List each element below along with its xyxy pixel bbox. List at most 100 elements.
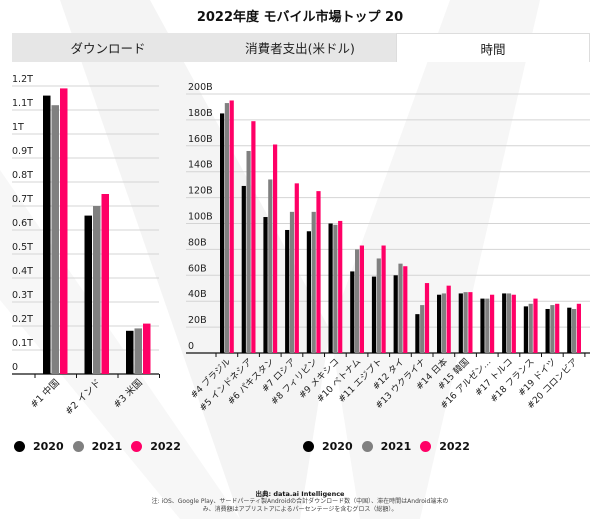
bar-2022: [316, 191, 321, 353]
bar-2021: [51, 105, 59, 374]
bar-2022: [555, 303, 560, 353]
bar-2020: [393, 275, 398, 353]
bar-2021: [572, 308, 577, 353]
y-tick-label: 160B: [188, 134, 213, 145]
bar-2020: [415, 314, 420, 353]
bar-2021: [289, 211, 295, 353]
legend-dot-icon: [303, 441, 314, 452]
y-tick-label: 0.9T: [12, 146, 33, 157]
bar-2022: [60, 88, 68, 375]
legend-item-2021: 2021: [72, 440, 122, 453]
bar-2021: [398, 263, 403, 353]
y-tick-label: 0.4T: [12, 266, 33, 277]
bar-2021: [134, 328, 142, 374]
legend-item-2021: 2021: [361, 440, 411, 453]
bar-2021: [506, 293, 512, 353]
bar-2022: [251, 121, 256, 353]
tab-time[interactable]: 時間: [396, 33, 590, 62]
y-tick-label: 200B: [188, 82, 213, 93]
bar-2021: [224, 103, 229, 353]
bar-2021: [311, 211, 316, 353]
bar-2021: [333, 224, 338, 353]
note-line-1: 注: iOS、Google Play、サードパーティ製Androidの合計ダウン…: [151, 498, 449, 505]
y-tick-label: 140B: [188, 160, 213, 171]
bar-2021: [485, 298, 490, 353]
legend-item-2022: 2022: [420, 440, 470, 453]
bar-2022: [273, 144, 278, 353]
bar-2022: [403, 266, 408, 353]
y-tick-label: 120B: [188, 186, 213, 197]
note-line-2: み、消費額はアプリストアによるパーセンテージを含むグロス（総額）。: [202, 506, 398, 513]
bar-2021: [420, 305, 425, 353]
legend-left: 2020 2021 2022: [14, 440, 190, 453]
bar-2020: [545, 308, 550, 353]
bar-2022: [143, 323, 151, 374]
bar-2022: [359, 245, 364, 353]
bar-2022: [533, 298, 538, 353]
bar-2020: [306, 231, 311, 353]
y-tick-label: 1.2T: [12, 74, 33, 85]
bar-2020: [263, 217, 268, 353]
bar-2020: [126, 330, 134, 374]
y-tick-label: 0: [188, 341, 194, 352]
y-tick-label: 60B: [188, 263, 207, 274]
legend-dot-icon: [131, 441, 143, 452]
bar-2022: [229, 100, 234, 353]
tab-downloads[interactable]: ダウンロード: [12, 33, 204, 62]
y-tick-label: 80B: [188, 237, 207, 248]
legend-item-2020: 2020: [14, 440, 64, 453]
y-tick-label: 100B: [188, 212, 213, 223]
bar-2022: [490, 294, 495, 353]
y-tick-label: 0.2T: [12, 314, 33, 325]
bar-2020: [480, 298, 485, 353]
y-tick-label: 0.5T: [12, 242, 33, 253]
bar-2020: [458, 293, 463, 353]
y-tick-label: 0.6T: [12, 218, 33, 229]
y-tick-label: 0: [12, 362, 18, 373]
bar-2020: [241, 185, 246, 353]
bar-2021: [550, 305, 555, 353]
legend-dot-icon: [361, 441, 373, 452]
source-text: 出典: data.ai Intelligence: [255, 490, 345, 498]
y-tick-label: 0.7T: [12, 194, 33, 205]
bar-2022: [338, 220, 343, 353]
bar-2021: [268, 179, 273, 353]
y-tick-label: 0.1T: [12, 338, 33, 349]
footer: 出典: data.ai Intelligence 注: iOS、Google P…: [0, 490, 600, 514]
legend-dot-icon: [72, 441, 84, 452]
legend-dot-icon: [420, 441, 432, 452]
bar-2022: [101, 194, 109, 374]
legend-item-2020: 2020: [303, 440, 353, 453]
bar-2020: [84, 215, 92, 374]
y-tick-label: 0.8T: [12, 170, 33, 181]
bar-2020: [523, 306, 528, 353]
bar-2020: [285, 229, 290, 353]
bar-2022: [381, 245, 386, 353]
tab-bar: ダウンロード 消費者支出(米ドル) 時間: [12, 33, 590, 62]
bar-2021: [463, 292, 468, 353]
bar-2022: [446, 285, 451, 353]
legend-item-2022: 2022: [131, 440, 181, 453]
bar-2020: [328, 223, 333, 353]
y-tick-label: 0.3T: [12, 290, 33, 301]
bar-2021: [441, 293, 446, 353]
bar-2021: [376, 258, 381, 353]
legend-right: 2020 2021 2022: [303, 440, 479, 453]
y-tick-label: 20B: [188, 315, 207, 326]
bar-2020: [567, 307, 572, 353]
bar-2022: [576, 303, 581, 353]
y-tick-label: 40B: [188, 289, 207, 300]
bar-2021: [355, 249, 360, 353]
page-title: 2022年度 モバイル市場トップ 20: [196, 10, 404, 25]
legend-dot-icon: [14, 441, 25, 452]
y-tick-label: 1.1T: [12, 98, 33, 109]
bar-2020: [437, 294, 442, 353]
bar-2022: [294, 183, 299, 353]
bar-2020: [350, 271, 355, 353]
y-tick-label: 1T: [12, 122, 24, 133]
tab-consumer-spend[interactable]: 消費者支出(米ドル): [204, 33, 396, 62]
y-tick-label: 180B: [188, 108, 213, 119]
bar-2022: [424, 283, 430, 353]
